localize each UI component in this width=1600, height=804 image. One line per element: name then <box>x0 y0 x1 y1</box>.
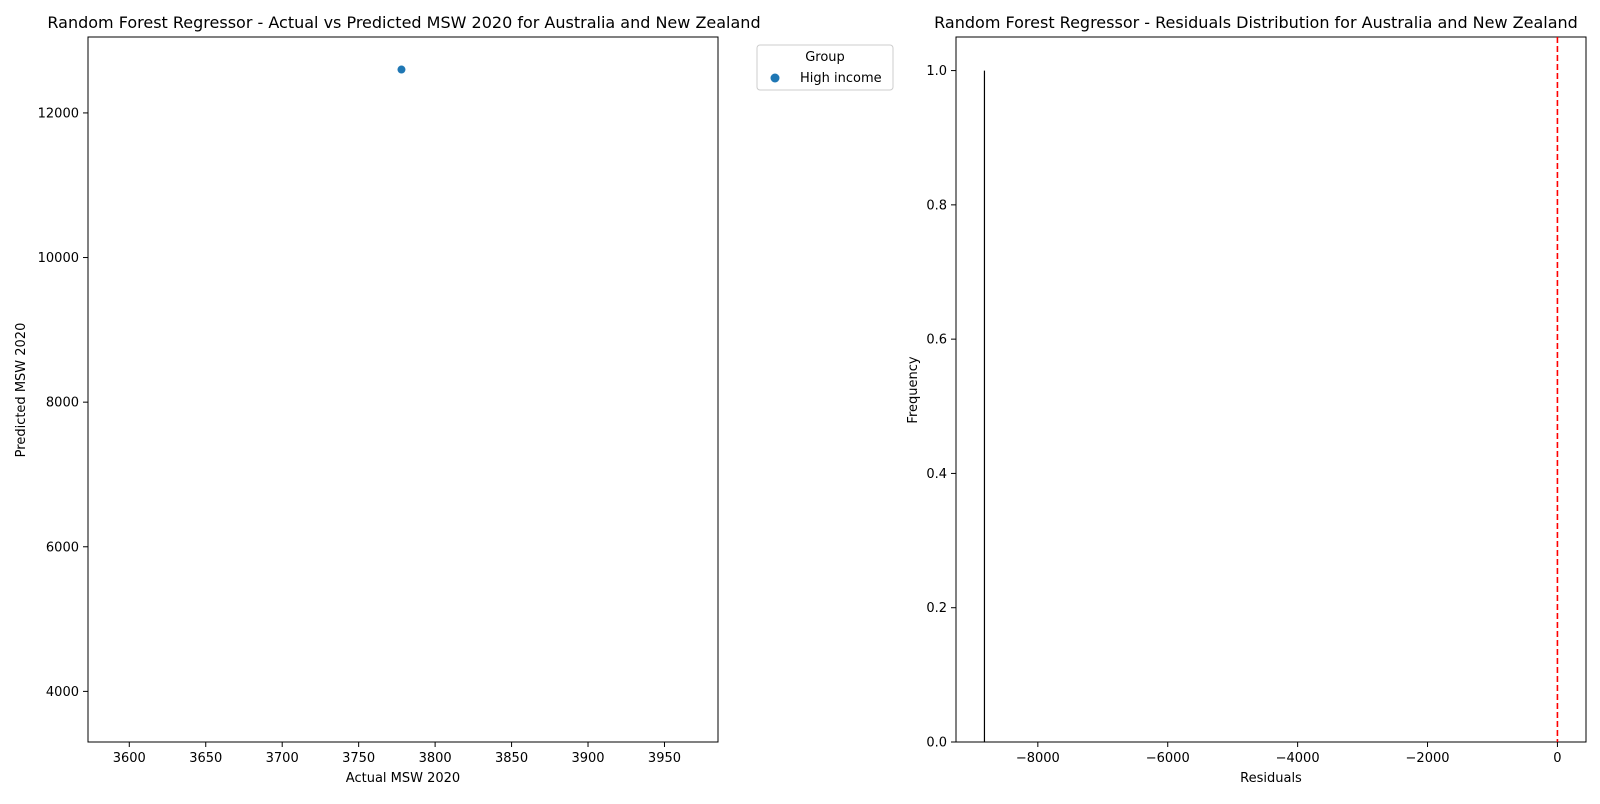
scatter-y-tick-label: 6000 <box>46 540 79 555</box>
scatter-x-ticks: 3600 3650 3700 3750 3800 3850 3900 3950 <box>113 742 681 766</box>
scatter-points <box>397 65 406 74</box>
scatter-panel: Random Forest Regressor - Actual vs Pred… <box>14 13 894 786</box>
histogram-y-axis-label: Frequency <box>906 356 921 423</box>
legend-marker-high-income <box>770 73 780 83</box>
scatter-y-tick-label: 4000 <box>46 685 79 700</box>
scatter-x-tick-label: 3750 <box>342 751 375 766</box>
legend: Group High income <box>756 44 894 91</box>
scatter-x-tick-label: 3900 <box>571 751 604 766</box>
histogram-y-ticks: 0.0 0.2 0.4 0.6 0.8 1.0 <box>926 64 956 751</box>
scatter-y-ticks: 4000 6000 8000 10000 12000 <box>38 106 88 700</box>
histogram-y-tick-label: 0.4 <box>926 467 947 482</box>
legend-title: Group <box>805 50 845 65</box>
histogram-x-tick-label: −4000 <box>1276 751 1320 766</box>
histogram-panel: Random Forest Regressor - Residuals Dist… <box>906 13 1587 786</box>
legend-label-high-income: High income <box>800 71 882 86</box>
histogram-y-tick-label: 0.6 <box>926 333 947 348</box>
scatter-point <box>397 65 406 74</box>
scatter-y-tick-label: 10000 <box>38 251 79 266</box>
scatter-x-tick-label: 3950 <box>648 751 681 766</box>
scatter-x-axis-label: Actual MSW 2020 <box>346 771 460 786</box>
histogram-x-tick-label: −8000 <box>1016 751 1060 766</box>
scatter-x-tick-label: 3600 <box>113 751 146 766</box>
histogram-y-tick-label: 0.0 <box>926 736 947 751</box>
histogram-plot-frame <box>955 36 1587 743</box>
histogram-y-tick-label: 1.0 <box>926 64 947 79</box>
histogram-y-tick-label: 0.2 <box>926 601 947 616</box>
scatter-y-tick-label: 8000 <box>46 396 79 411</box>
scatter-title: Random Forest Regressor - Actual vs Pred… <box>47 13 760 32</box>
scatter-x-tick-label: 3650 <box>189 751 222 766</box>
histogram-title: Random Forest Regressor - Residuals Dist… <box>934 13 1578 32</box>
scatter-y-tick-label: 12000 <box>38 106 79 121</box>
scatter-y-axis-label: Predicted MSW 2020 <box>14 323 29 458</box>
legend-box <box>756 44 894 91</box>
scatter-x-tick-label: 3700 <box>266 751 299 766</box>
histogram-x-ticks: −8000 −6000 −4000 −2000 0 <box>1016 742 1562 766</box>
histogram-x-axis-label: Residuals <box>1240 771 1302 786</box>
histogram-x-tick-label: 0 <box>1553 751 1561 766</box>
histogram-y-tick-label: 0.8 <box>926 198 947 213</box>
scatter-plot-frame <box>87 36 719 743</box>
scatter-x-tick-label: 3850 <box>495 751 528 766</box>
histogram-x-tick-label: −6000 <box>1146 751 1190 766</box>
histogram-x-tick-label: −2000 <box>1406 751 1450 766</box>
scatter-x-tick-label: 3800 <box>419 751 452 766</box>
